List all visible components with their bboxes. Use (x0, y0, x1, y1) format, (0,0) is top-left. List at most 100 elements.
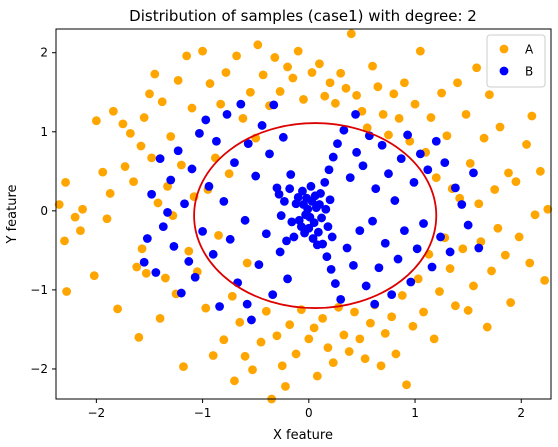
point-A (482, 322, 492, 332)
legend-marker-A (499, 44, 509, 54)
point-A (235, 317, 245, 327)
point-B (198, 226, 207, 236)
point-A (307, 68, 317, 77)
point-B (327, 232, 337, 242)
point-B (306, 181, 316, 191)
point-A (61, 177, 70, 187)
point-A (391, 349, 401, 359)
point-A (410, 99, 420, 109)
point-B (393, 254, 403, 264)
chart-title: Distribution of samples (case1) with deg… (129, 7, 477, 25)
point-A (161, 273, 170, 283)
point-B (345, 173, 355, 183)
point-A (437, 88, 446, 98)
point-B (370, 299, 380, 309)
point-B (358, 161, 368, 171)
point-B (330, 279, 340, 288)
point-B (309, 218, 319, 228)
point-A (136, 141, 146, 151)
point-A (389, 89, 399, 99)
point-A (299, 94, 308, 104)
point-A (522, 140, 531, 149)
point-B (173, 146, 183, 156)
point-A (245, 87, 255, 97)
point-B (315, 200, 324, 209)
point-A (256, 337, 266, 347)
point-B (261, 229, 271, 239)
plot-area-frame (55, 28, 552, 400)
point-B (180, 199, 189, 209)
point-A (400, 78, 409, 88)
point-A (224, 169, 234, 179)
point-A (141, 268, 151, 278)
y-tick-label: −2 (30, 362, 48, 376)
point-B (286, 170, 296, 179)
point-A (173, 75, 183, 85)
point-B (283, 274, 292, 284)
point-B (387, 290, 397, 300)
point-B (377, 140, 387, 150)
point-A (442, 131, 452, 141)
point-A (323, 343, 333, 353)
point-A (102, 214, 112, 224)
point-B (166, 175, 176, 185)
x-tick-label: 1 (411, 406, 419, 420)
point-A (309, 323, 319, 333)
point-B (339, 125, 349, 135)
point-B (240, 215, 250, 225)
point-B (325, 195, 335, 205)
point-B (412, 244, 422, 254)
point-A (145, 89, 154, 99)
point-A (490, 185, 500, 194)
point-A (62, 287, 72, 296)
point-A (352, 91, 362, 100)
point-B (190, 272, 200, 282)
point-A (291, 349, 301, 359)
point-B (415, 149, 425, 159)
point-A (469, 281, 478, 291)
point-A (506, 298, 516, 307)
point-A (445, 264, 455, 273)
point-A (129, 177, 138, 186)
point-A (76, 226, 85, 236)
point-B (304, 223, 314, 233)
legend-marker-B (499, 66, 509, 76)
point-A (227, 291, 237, 301)
point-A (435, 287, 444, 296)
point-A (54, 200, 64, 209)
point-A (166, 132, 176, 141)
point-A (132, 262, 142, 272)
point-B (225, 234, 235, 244)
point-A (108, 106, 118, 116)
point-A (463, 306, 473, 315)
x-tick-label: −2 (88, 406, 106, 420)
point-A (373, 82, 383, 92)
point-A (458, 244, 468, 254)
point-B (380, 238, 390, 248)
point-B (355, 226, 365, 236)
point-B (230, 158, 239, 168)
point-A (495, 122, 505, 132)
point-A (415, 46, 425, 56)
point-A (242, 258, 252, 268)
point-B (282, 236, 291, 246)
point-B (474, 243, 484, 253)
point-A (431, 173, 441, 183)
x-tick-label: −1 (194, 406, 212, 420)
x-axis-label: X feature (273, 428, 333, 443)
point-A (419, 307, 428, 317)
point-A (232, 51, 241, 61)
point-A (198, 46, 207, 56)
point-B (265, 149, 274, 159)
point-A (238, 113, 248, 123)
point-A (261, 306, 271, 316)
point-B (317, 213, 326, 223)
point-A (201, 303, 211, 313)
series-A (54, 29, 553, 404)
legend-label-A: A (525, 43, 534, 57)
point-B (139, 257, 149, 267)
point-B (208, 249, 218, 259)
point-B (212, 136, 221, 146)
point-A (293, 46, 303, 56)
point-A (230, 376, 239, 386)
